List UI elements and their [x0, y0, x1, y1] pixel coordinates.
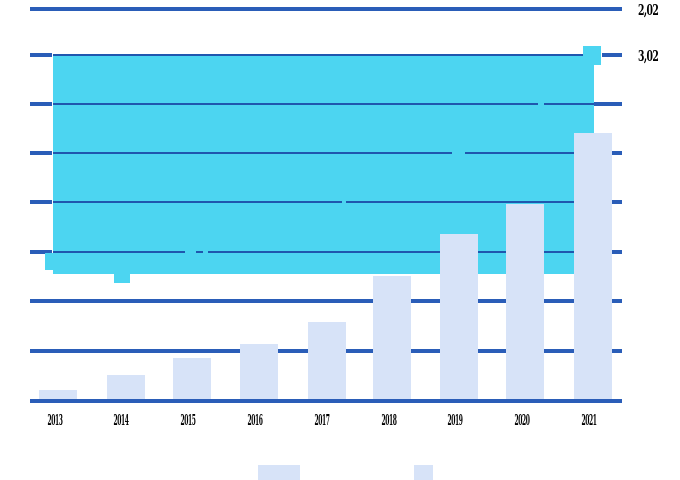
x-tick-label: 2015: [180, 411, 196, 429]
bar-2019: [440, 234, 478, 403]
gridline-right-tick: [612, 250, 622, 254]
band-handle-bottom[interactable]: [114, 274, 130, 283]
bar-2020: [506, 204, 544, 403]
gridline-inner-segment: [53, 201, 342, 203]
gridline-inner-segment: [196, 251, 203, 253]
gridline: [30, 7, 622, 11]
gridline-right-tick: [594, 102, 622, 106]
band-handle-top-right[interactable]: [583, 46, 601, 65]
gridline-inner-segment: [465, 152, 594, 154]
bar-2015: [173, 358, 211, 403]
legend-swatch[interactable]: [258, 465, 300, 480]
gridline-right-tick: [602, 53, 622, 57]
legend-swatch[interactable]: [414, 465, 433, 480]
gridline-inner-segment: [53, 54, 583, 56]
selection-band-overlay[interactable]: [53, 56, 594, 274]
gridline-left-tick: [30, 53, 52, 57]
gridline-inner-segment: [53, 103, 538, 105]
gridline-left-tick: [30, 102, 52, 106]
x-tick-label: 2019: [447, 411, 463, 429]
bar-2017: [308, 322, 346, 403]
x-tick-label: 2017: [314, 411, 330, 429]
bar-2016: [240, 344, 278, 403]
x-tick-label: 2018: [381, 411, 397, 429]
gridline-inner-segment: [544, 103, 594, 105]
right-axis-label: 3,02: [638, 47, 659, 65]
x-tick-label: 2020: [514, 411, 530, 429]
x-tick-label: 2016: [247, 411, 263, 429]
gridline-right-tick: [610, 200, 622, 204]
x-axis-line: [30, 399, 622, 403]
bar-2014: [107, 375, 145, 403]
right-axis-label: 2,02: [638, 1, 659, 19]
gridline-inner-segment: [208, 251, 594, 253]
gridline: [30, 299, 622, 303]
gridline-left-tick: [30, 200, 52, 204]
x-tick-label: 2021: [581, 411, 597, 429]
x-tick-label: 2013: [47, 411, 63, 429]
gridline-inner-segment: [346, 201, 594, 203]
bar-2021: [574, 133, 612, 403]
gridline-left-tick: [30, 250, 52, 254]
gridline-left-tick: [30, 151, 52, 155]
bar-2018: [373, 276, 411, 403]
gridline-inner-segment: [53, 251, 185, 253]
gridline-inner-segment: [53, 152, 452, 154]
x-tick-label: 2014: [113, 411, 129, 429]
band-handle-left[interactable]: [45, 253, 53, 270]
gridline-right-tick: [610, 151, 622, 155]
